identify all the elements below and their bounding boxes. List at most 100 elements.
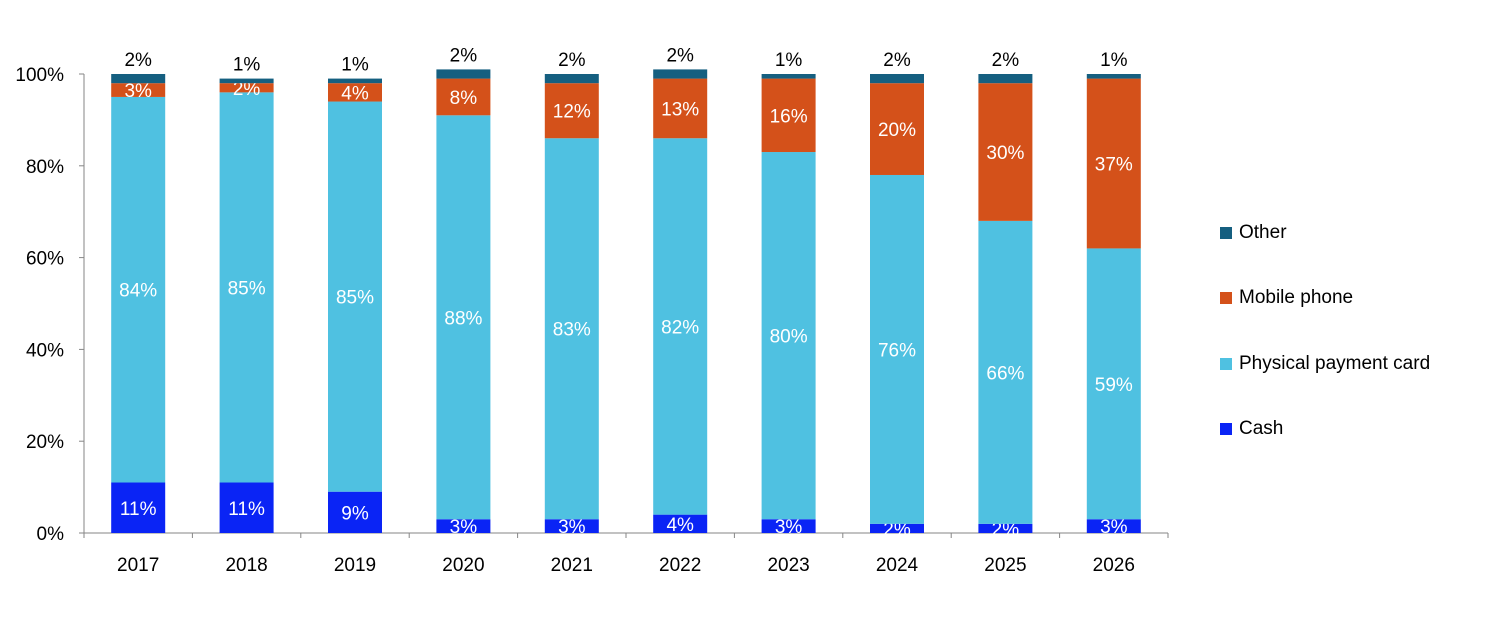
data-label-mobile-phone-2018: 2% — [233, 79, 261, 100]
bar-physical-payment-card-2021 — [544, 138, 599, 520]
bar-group-2021: 3% 83% 12% 2% — [544, 50, 599, 538]
bar-other-2022 — [653, 69, 708, 79]
data-label-cash-2021: 3% — [558, 517, 586, 538]
data-label-other-2026: 1% — [1100, 50, 1128, 71]
x-tick-label: 2021 — [551, 555, 593, 576]
data-label-cash-2020: 3% — [450, 517, 478, 538]
x-tick-label: 2020 — [442, 555, 484, 576]
bar-group-2020: 3% 88% 8% 2% — [436, 45, 491, 538]
data-label-cash-2018: 11% — [228, 499, 265, 520]
bar-mobile-phone-2020 — [436, 78, 491, 116]
legend-item-physical-payment-card: Physical payment card — [1220, 331, 1430, 397]
data-label-cash-2017: 11% — [120, 499, 157, 520]
bar-other-2021 — [544, 74, 599, 84]
y-tick-label: 100% — [15, 65, 64, 86]
data-label-other-2022: 2% — [666, 45, 694, 66]
bar-mobile-phone-2025 — [978, 83, 1033, 221]
legend-label-other: Other — [1239, 221, 1287, 243]
legend-swatch-cash — [1220, 423, 1232, 436]
legend-swatch-other — [1220, 226, 1232, 239]
bar-physical-payment-card-2017 — [111, 96, 166, 483]
legend-item-other: Other — [1220, 200, 1430, 266]
data-label-mobile-phone-2025: 30% — [986, 143, 1024, 164]
bar-group-2019: 9% 85% 4% 1% — [328, 55, 382, 533]
bar-group-2025: 2% 66% 30% 2% — [978, 50, 1033, 540]
bar-other-2024 — [870, 74, 924, 84]
legend-label-physical-payment-card: Physical payment card — [1239, 352, 1431, 374]
legend-label-cash: Cash — [1239, 418, 1284, 440]
bar-mobile-phone-2022 — [653, 78, 708, 139]
data-label-other-2019: 1% — [341, 55, 369, 76]
legend-item-cash: Cash — [1220, 397, 1430, 463]
data-label-mobile-phone-2019: 4% — [341, 83, 369, 104]
bar-cash-2023 — [761, 519, 816, 533]
data-label-physical-payment-card-2018: 85% — [228, 278, 266, 299]
bar-other-2025 — [978, 74, 1033, 84]
x-tick-label: 2018 — [225, 555, 267, 576]
data-label-physical-payment-card-2025: 66% — [986, 363, 1024, 384]
data-label-mobile-phone-2017: 3% — [124, 81, 152, 102]
bar-other-2020 — [436, 69, 491, 79]
bar-physical-payment-card-2024 — [870, 174, 924, 524]
bar-cash-2019 — [328, 491, 382, 533]
data-label-other-2017: 2% — [124, 50, 152, 71]
x-tick-label: 2022 — [659, 555, 701, 576]
y-tick-label: 0% — [37, 524, 65, 545]
bar-other-2019 — [328, 78, 382, 84]
data-label-cash-2026: 3% — [1100, 517, 1128, 538]
data-label-other-2024: 2% — [883, 50, 911, 71]
data-label-mobile-phone-2021: 12% — [553, 102, 591, 123]
bar-mobile-phone-2018 — [219, 83, 274, 93]
bar-physical-payment-card-2020 — [436, 115, 491, 520]
data-label-other-2023: 1% — [775, 50, 803, 71]
data-label-other-2025: 2% — [992, 50, 1020, 71]
bar-physical-payment-card-2025 — [978, 220, 1033, 524]
bar-group-2022: 4% 82% 13% 2% — [653, 45, 708, 536]
bar-mobile-phone-2024 — [870, 83, 924, 175]
data-label-cash-2024: 2% — [883, 519, 911, 540]
bar-cash-2018 — [219, 482, 274, 533]
bar-cash-2025 — [978, 523, 1033, 533]
bar-physical-payment-card-2023 — [761, 152, 816, 520]
y-axis: 0% 20% 40% 60% 80% 100% — [15, 65, 85, 545]
bar-cash-2021 — [544, 519, 599, 533]
bar-cash-2026 — [1086, 519, 1141, 533]
data-label-cash-2019: 9% — [341, 503, 369, 524]
data-label-physical-payment-card-2021: 83% — [553, 320, 591, 341]
bar-physical-payment-card-2026 — [1086, 248, 1141, 520]
data-label-cash-2022: 4% — [666, 515, 694, 536]
bar-group-2026: 3% 59% 37% 1% — [1086, 50, 1141, 538]
y-tick-label: 60% — [26, 249, 64, 270]
bars: 11%84%3%2%11%85%2%1%9%85%4%1%3%88%8%2%3%… — [111, 45, 1141, 540]
data-label-mobile-phone-2023: 16% — [770, 106, 808, 127]
data-label-mobile-phone-2022: 13% — [661, 99, 699, 120]
bar-mobile-phone-2026 — [1086, 78, 1141, 249]
data-label-physical-payment-card-2017: 84% — [119, 281, 157, 302]
legend: Other Mobile phone Physical payment card… — [1220, 200, 1430, 462]
x-tick-label: 2024 — [876, 555, 919, 576]
bar-other-2018 — [219, 78, 274, 84]
data-label-other-2021: 2% — [558, 50, 586, 71]
y-tick-label: 80% — [26, 157, 64, 178]
x-axis: 2017 2018 2019 2020 2021 2022 2023 2024 2025 2026 — [83, 532, 1169, 576]
data-label-physical-payment-card-2019: 85% — [336, 288, 374, 309]
data-label-physical-payment-card-2022: 82% — [661, 317, 699, 338]
bar-group-2024: 2% 76% 20% 2% — [870, 50, 924, 540]
bar-other-2017 — [111, 74, 166, 84]
bar-cash-2020 — [436, 519, 491, 533]
legend-swatch-mobile-phone — [1220, 292, 1232, 305]
bar-group-2017: 11% 84% 3% 2% — [111, 50, 166, 533]
legend-swatch-physical-payment-card — [1220, 357, 1232, 370]
data-label-physical-payment-card-2023: 80% — [770, 327, 808, 348]
bar-group-2018: 11% 85% 2% 1% — [219, 55, 274, 533]
data-label-mobile-phone-2024: 20% — [878, 120, 916, 141]
y-tick-label: 40% — [26, 340, 64, 361]
data-label-other-2020: 2% — [450, 45, 478, 66]
data-label-mobile-phone-2026: 37% — [1095, 155, 1133, 176]
bar-mobile-phone-2019 — [328, 83, 382, 102]
bar-other-2026 — [1086, 74, 1141, 79]
x-tick-label: 2023 — [767, 555, 809, 576]
data-label-physical-payment-card-2026: 59% — [1095, 375, 1133, 396]
bar-cash-2024 — [870, 523, 924, 533]
bar-other-2023 — [761, 74, 816, 79]
